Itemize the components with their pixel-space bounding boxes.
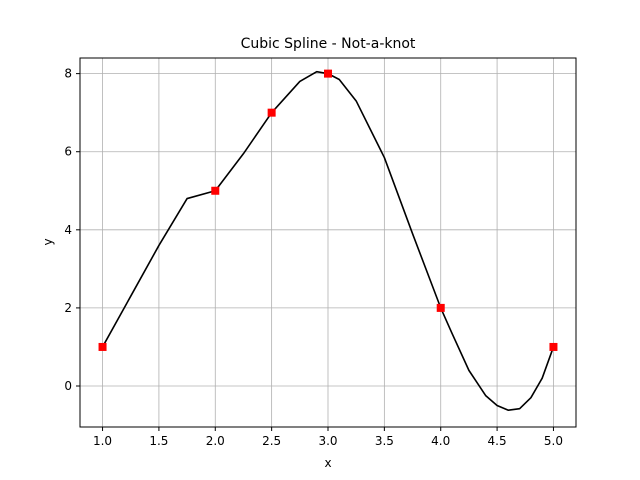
data-point-marker — [549, 342, 558, 351]
x-tick-label: 2.0 — [206, 434, 225, 448]
data-point-marker — [267, 108, 276, 117]
x-tick-label: 4.5 — [488, 434, 507, 448]
data-point-marker — [98, 342, 107, 351]
y-axis-ticks: 0 2 4 6 8 — [64, 67, 80, 393]
chart-title: Cubic Spline - Not-a-knot — [241, 36, 416, 52]
data-point-marker — [211, 186, 220, 195]
spline-curve-layer — [101, 70, 555, 412]
y-tick-label: 2 — [64, 301, 72, 315]
y-tick-label: 8 — [64, 67, 72, 81]
x-tick-label: 4.0 — [431, 434, 450, 448]
y-axis-label: y — [41, 238, 55, 245]
x-axis-label: x — [324, 456, 331, 470]
data-points-layer — [98, 69, 558, 351]
x-tick-label: 3.0 — [318, 434, 337, 448]
x-tick-label: 1.0 — [93, 434, 112, 448]
spline-curve — [101, 70, 555, 412]
x-tick-label: 2.5 — [262, 434, 281, 448]
x-tick-label: 3.5 — [375, 434, 394, 448]
y-tick-label: 6 — [64, 145, 72, 159]
y-tick-label: 4 — [64, 223, 72, 237]
x-axis-ticks: 1.0 1.5 2.0 2.5 3.0 3.5 4.0 4.5 5.0 — [93, 427, 563, 448]
data-point-marker — [324, 69, 332, 78]
x-tick-label: 1.5 — [149, 434, 168, 448]
x-tick-label: 5.0 — [544, 434, 563, 448]
data-point-marker — [436, 303, 445, 312]
y-tick-label: 0 — [64, 379, 72, 393]
